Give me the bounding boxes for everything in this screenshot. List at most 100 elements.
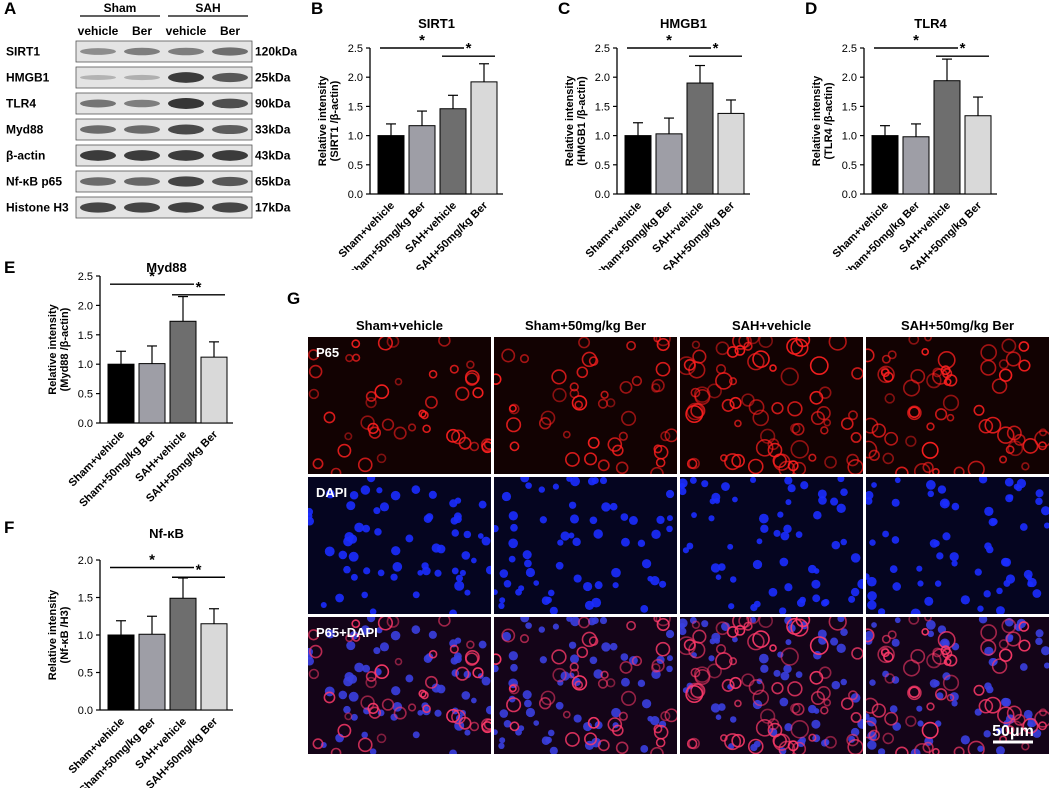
p65-stained-cell [466,640,475,649]
blot-size-label: 43kDa [255,149,291,163]
p65-stained-cell [734,419,742,428]
p65-stained-cell [728,377,738,386]
p65-stained-cell [748,679,765,696]
dapi-nucleus [891,638,900,647]
p65-stained-cell [418,409,427,418]
dapi-nucleus [977,745,984,752]
dapi-nucleus [568,501,577,509]
dapi-nucleus [927,630,935,638]
blot-band [124,150,160,161]
dapi-nucleus [601,502,611,512]
dapi-nucleus [894,477,901,484]
p65-stained-cell [984,696,1002,714]
dapi-nucleus [718,563,726,571]
dapi-nucleus [538,626,545,633]
p65-stained-cell [908,337,920,345]
dapi-nucleus [666,665,673,673]
p65-stained-cell [597,739,610,752]
dapi-nucleus [449,609,457,614]
p65-stained-cell [828,617,847,631]
p65-stained-cell [808,733,817,742]
dapi-nucleus [708,515,715,522]
p65-stained-cell [791,422,805,436]
p65-stained-cell [660,430,671,442]
dapi-nucleus [601,642,611,652]
dapi-nucleus [308,656,314,666]
dapi-nucleus [481,536,491,546]
p65-stained-cell [578,337,591,349]
dapi-nucleus [451,567,459,575]
micrograph-tile [680,337,863,474]
dapi-nucleus [689,617,697,624]
p65-stained-cell [942,394,960,411]
p65-stained-cell [1001,338,1017,354]
dapi-nucleus [637,679,646,688]
p65-stained-cell [780,647,799,666]
blot-lane-label: Ber [220,24,240,38]
y-tick-label: 2.0 [348,72,363,84]
p65-stained-cell [664,708,677,723]
dapi-nucleus [525,622,532,629]
dapi-nucleus [978,477,988,484]
dapi-nucleus [686,542,694,550]
p65-stained-cell [908,406,921,419]
p65-stained-cell [651,663,661,673]
dapi-nucleus [620,653,629,661]
p65-stained-cell [1022,438,1039,454]
p65-stained-cell [787,401,803,417]
p65-stained-cell [771,682,784,695]
dapi-nucleus [813,510,822,520]
dapi-nucleus [498,742,505,750]
micrograph-background [494,477,677,614]
dapi-nucleus [936,552,944,560]
dapi-nucleus [591,617,599,625]
micrograph-tile [308,617,491,754]
dapi-nucleus [390,573,398,581]
p65-stained-cell [308,629,320,641]
p65-stained-cell [367,422,379,435]
p65-stained-cell [734,344,746,356]
blot-band [80,150,116,161]
chart-title: HMGB1 [660,16,707,31]
dapi-nucleus [377,569,385,577]
p65-stained-cell [551,649,567,665]
dapi-nucleus [666,515,673,522]
p65-stained-cell [357,737,373,753]
micrograph-row-label: P65+DAPI [316,625,378,640]
p65-stained-cell [653,444,663,454]
p65-stained-cell [501,628,516,643]
p65-stained-cell [466,360,475,369]
p65-stained-cell [840,697,854,711]
dapi-nucleus [1027,721,1033,728]
dapi-nucleus [524,699,532,708]
dapi-nucleus [525,707,536,718]
dapi-nucleus [494,729,498,735]
dapi-nucleus [760,664,769,673]
blot-band [168,176,204,187]
dapi-nucleus [882,530,890,538]
dapi-nucleus [659,580,667,588]
dapi-nucleus [552,483,560,490]
p65-stained-cell [866,440,878,459]
p65-stained-cell [715,644,727,655]
blot-strip [75,40,253,63]
p65-stained-cell [656,337,670,352]
p65-stained-cell [973,684,985,696]
p65-stained-cell [1013,713,1026,726]
dapi-nucleus [538,486,545,493]
dapi-nucleus [848,735,856,743]
dapi-nucleus [325,629,335,639]
p65-stained-cell [851,647,863,660]
dapi-nucleus [508,511,518,521]
dapi-nucleus [796,598,806,608]
p65-stained-cell [660,710,671,722]
dapi-nucleus [1035,637,1043,646]
panel-letter-e: E [4,258,16,277]
dapi-nucleus [350,573,358,581]
myd88-bar-chart: Myd88 Relative intensity (Myd88 /β-actin) 0… [47,260,233,510]
dapi-nucleus [436,684,446,694]
blot-strip [75,118,253,141]
p65-stained-cell [650,466,664,474]
dapi-nucleus [800,481,809,490]
p65-stained-cell [848,690,858,701]
